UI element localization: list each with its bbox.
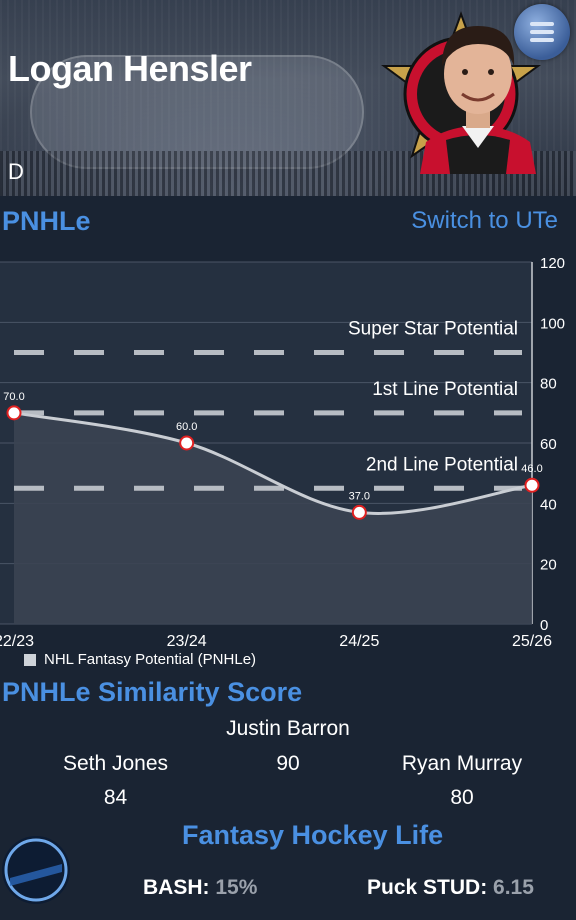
fantasy-hockey-life-logo	[2, 836, 70, 904]
arena-background	[30, 55, 364, 169]
y-tick-label: 100	[540, 315, 565, 332]
switch-to-ute-link[interactable]: Switch to UTe	[411, 207, 558, 234]
brand-name: Fantasy Hockey Life	[182, 820, 444, 850]
y-tick-label: 0	[540, 617, 548, 634]
player-position: D	[8, 159, 24, 184]
puck-stud-value: 6.15	[493, 876, 534, 899]
player-name: Logan Hensler	[8, 48, 252, 89]
reference-line-label: 1st Line Potential	[372, 379, 518, 400]
y-tick-label: 120	[540, 255, 565, 272]
similar-player-right: Ryan Murray	[401, 752, 523, 775]
data-point	[179, 435, 195, 451]
data-point	[524, 477, 540, 493]
series-area	[14, 412, 532, 624]
reference-line-label: Super Star Potential	[348, 319, 518, 340]
similar-player-left-score: 84	[103, 786, 128, 809]
section-title: PNHLe	[2, 206, 91, 236]
puck-stud-label: Puck STUD:	[367, 876, 488, 899]
x-tick-label: 25/26	[512, 633, 552, 650]
chart-header: PNHLe Switch to UTe	[0, 204, 576, 240]
data-label: 70.0	[3, 391, 24, 403]
similar-player-top-score: 90	[276, 752, 300, 775]
bash-stat: BASH: 15%	[143, 876, 257, 900]
x-tick-label: 24/25	[339, 633, 379, 650]
bash-label: BASH:	[143, 876, 210, 899]
similar-player-right-score: 80	[450, 786, 474, 809]
data-point	[6, 405, 22, 421]
player-header: Logan Hensler D	[0, 0, 576, 196]
data-label: 37.0	[349, 490, 370, 502]
y-tick-label: 60	[540, 436, 557, 453]
y-tick-label: 80	[540, 376, 557, 393]
menu-button[interactable]	[514, 4, 570, 60]
legend-label: NHL Fantasy Potential (PNHLe)	[44, 651, 257, 668]
series-line	[13, 411, 533, 515]
x-tick-label: 22/23	[0, 633, 34, 650]
similarity-title: PNHLe Similarity Score	[2, 677, 303, 707]
bash-value: 15%	[215, 876, 258, 899]
data-point	[351, 504, 367, 520]
pnhle-chart: 0 20 40 60 80 100 120 Super Star Potential 1st L…	[0, 248, 576, 673]
y-tick-label: 40	[540, 496, 557, 513]
reference-line-label: 2nd Line Potential	[366, 454, 518, 475]
similar-player-left: Seth Jones	[62, 752, 169, 775]
chart-legend[interactable]: NHL Fantasy Potential (PNHLe)	[24, 651, 256, 668]
pnhle-chart-svg: 0 20 40 60 80 100 120 Super Star Potential 1st L…	[0, 255, 565, 650]
hamburger-icon	[530, 22, 554, 42]
data-label: 46.0	[521, 463, 542, 475]
x-tick-label: 23/24	[167, 633, 207, 650]
similar-player-top: Justin Barron	[226, 717, 350, 740]
y-tick-label: 20	[540, 557, 557, 574]
player-photo	[420, 26, 536, 174]
legend-swatch	[24, 653, 36, 666]
data-label: 60.0	[176, 421, 197, 433]
puck-stud-stat: Puck STUD: 6.15	[367, 876, 534, 900]
